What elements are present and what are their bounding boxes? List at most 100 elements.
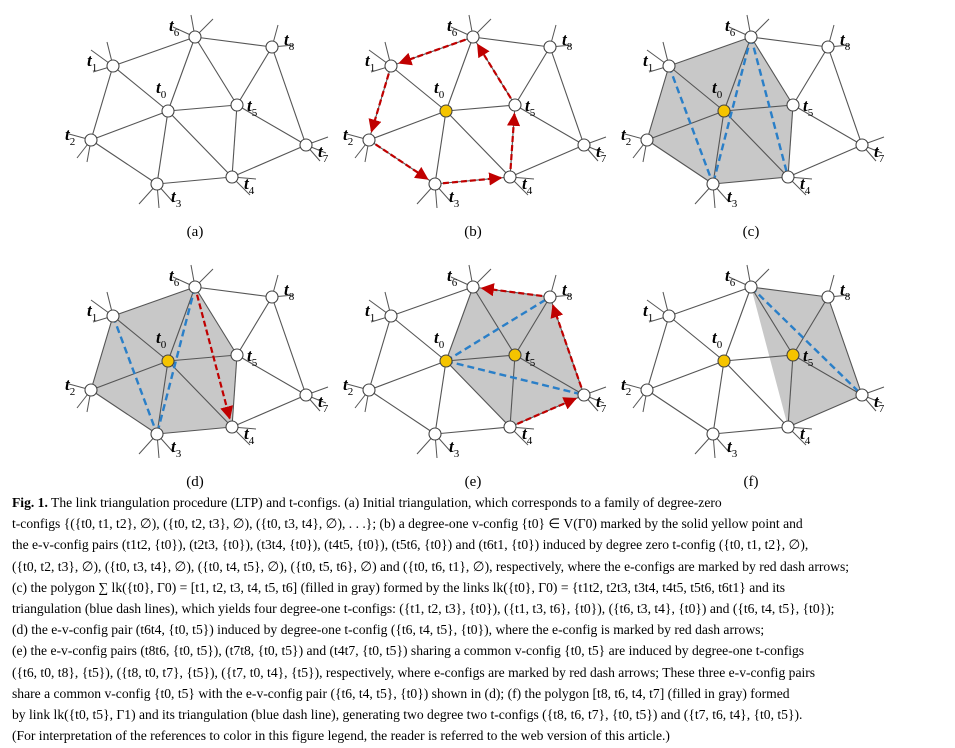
e-config-arrow bbox=[476, 43, 512, 99]
panel-label: (b) bbox=[464, 224, 482, 240]
edge-t0-t3 bbox=[712, 110, 725, 185]
edge-t0-t2 bbox=[90, 360, 169, 391]
edge-t8-t5 bbox=[236, 46, 273, 106]
e-config-arrow bbox=[375, 143, 429, 180]
edge-t6-t8 bbox=[194, 36, 273, 48]
vertex-t8 bbox=[821, 40, 835, 54]
caption-line-1: Fig. 1. The link triangulation procedure… bbox=[12, 495, 722, 510]
e-config-arrow bbox=[442, 172, 503, 186]
edge-t6-t0 bbox=[723, 286, 752, 362]
edge-t5-t4 bbox=[509, 354, 516, 428]
edge-t1-t0 bbox=[112, 315, 169, 362]
vertex-t7 bbox=[855, 388, 869, 402]
panel-c: t6 t8 t1 t0 t5 t2 t7 t3 t4 (c) bbox=[621, 14, 885, 240]
edge-t6-t5 bbox=[472, 286, 516, 356]
edge-t1-t2 bbox=[368, 315, 392, 391]
edge-t6-t0 bbox=[445, 36, 474, 112]
caption-line-11: by link lk({t0, t5}, Γ1) and its triangu… bbox=[12, 707, 803, 723]
edge-t2-t3 bbox=[368, 389, 436, 435]
edge-t4-t7 bbox=[231, 394, 307, 428]
edge-t8-t5 bbox=[792, 46, 829, 106]
vertex-t1 bbox=[106, 59, 120, 73]
edge-t1-t2 bbox=[90, 315, 114, 391]
triangulation-line bbox=[750, 286, 863, 396]
edge-t0-t2 bbox=[646, 110, 725, 141]
vertex-t0 bbox=[161, 354, 175, 368]
vertex-t4 bbox=[503, 420, 517, 434]
edge-t8-t7 bbox=[549, 46, 585, 146]
triangulation-line bbox=[749, 36, 790, 178]
edge-t6-t1 bbox=[112, 286, 196, 317]
panel-label: (f) bbox=[744, 474, 759, 490]
e-config-arrow bbox=[398, 38, 466, 66]
vertex-t0 bbox=[717, 354, 731, 368]
vertex-label-t7: t7 bbox=[596, 392, 607, 415]
edge-t3-t4 bbox=[434, 426, 511, 435]
vertex-t3 bbox=[150, 427, 164, 441]
edge-t8-t5 bbox=[236, 296, 273, 356]
edge-t3-t4 bbox=[712, 426, 789, 435]
vertex-t3 bbox=[150, 177, 164, 191]
triangulation-line bbox=[711, 36, 753, 185]
edge-t0-t5 bbox=[167, 354, 238, 362]
vertex-label-t1: t1 bbox=[365, 51, 375, 74]
vertex-label-t2: t2 bbox=[343, 125, 353, 148]
vertex-label-t0: t0 bbox=[434, 78, 445, 101]
vertex-label-t5: t5 bbox=[803, 346, 814, 369]
edge-t6-t8 bbox=[750, 36, 829, 48]
vertex-t7 bbox=[577, 388, 591, 402]
e-config-arrow bbox=[516, 397, 577, 425]
vertex-label-t2: t2 bbox=[343, 375, 353, 398]
edge-t0-t3 bbox=[156, 110, 169, 185]
e-config-arrow bbox=[506, 112, 521, 170]
vertex-t1 bbox=[662, 59, 676, 73]
vertex-label-t5: t5 bbox=[525, 96, 536, 119]
vertex-label-t3: t3 bbox=[449, 187, 460, 210]
edge-t4-t7 bbox=[787, 144, 863, 178]
edge-t6-t8 bbox=[194, 286, 273, 298]
vertex-label-t1: t1 bbox=[643, 51, 653, 74]
edge-t5-t4 bbox=[787, 354, 794, 428]
vertex-t0 bbox=[161, 104, 175, 118]
vertex-t5 bbox=[230, 348, 244, 362]
caption-line-3: the e-v-config pairs (t1t2, {t0}), (t2t3… bbox=[12, 537, 809, 553]
triangulation-line bbox=[445, 295, 551, 363]
vertex-label-t6: t6 bbox=[447, 266, 458, 289]
vertex-t3 bbox=[428, 177, 442, 191]
vertex-label-t6: t6 bbox=[169, 266, 180, 289]
vertex-t4 bbox=[503, 170, 517, 184]
vertex-label-t6: t6 bbox=[447, 16, 458, 39]
vertex-t6 bbox=[188, 30, 202, 44]
vertex-t7 bbox=[855, 138, 869, 152]
vertex-label-t3: t3 bbox=[449, 437, 460, 460]
edge-t1-t2 bbox=[646, 65, 670, 141]
edge-t6-t5 bbox=[194, 286, 238, 356]
vertex-t3 bbox=[706, 177, 720, 191]
e-config-arrow bbox=[368, 73, 390, 133]
vertex-label-t1: t1 bbox=[643, 301, 653, 324]
vertex-t8 bbox=[265, 290, 279, 304]
edge-t6-t1 bbox=[112, 36, 196, 67]
vertex-t6 bbox=[188, 280, 202, 294]
panel-b: t6 t8 t1 t0 t5 t2 t7 t3 t4 (b) bbox=[343, 14, 607, 240]
vertex-label-t5: t5 bbox=[247, 96, 258, 119]
edge-t0-t5 bbox=[167, 104, 238, 112]
edge-t8-t5 bbox=[514, 46, 551, 106]
vertex-t6 bbox=[744, 30, 758, 44]
edge-t5-t7 bbox=[514, 104, 585, 146]
vertex-t4 bbox=[781, 420, 795, 434]
edge-t6-t5 bbox=[194, 36, 238, 106]
vertex-t6 bbox=[466, 280, 480, 294]
edge-t0-t4 bbox=[167, 110, 233, 178]
vertex-t5 bbox=[786, 348, 800, 362]
vertex-t6 bbox=[744, 280, 758, 294]
edge-t0-t5 bbox=[723, 104, 794, 112]
vertex-label-t8: t8 bbox=[840, 30, 851, 53]
triangulation-line bbox=[111, 315, 159, 435]
vertex-label-t5: t5 bbox=[803, 96, 814, 119]
vertex-t7 bbox=[577, 138, 591, 152]
vertex-label-t7: t7 bbox=[318, 142, 329, 165]
vertex-t5 bbox=[508, 348, 522, 362]
e-config-arrow bbox=[550, 304, 583, 388]
figure-diagram: t6 t8 t1 t0 t5 t2 t7 t3 t4 (a) t6 t8 t1 t0 t5 t2 t7 t3 t4 (… bbox=[65, 14, 885, 490]
